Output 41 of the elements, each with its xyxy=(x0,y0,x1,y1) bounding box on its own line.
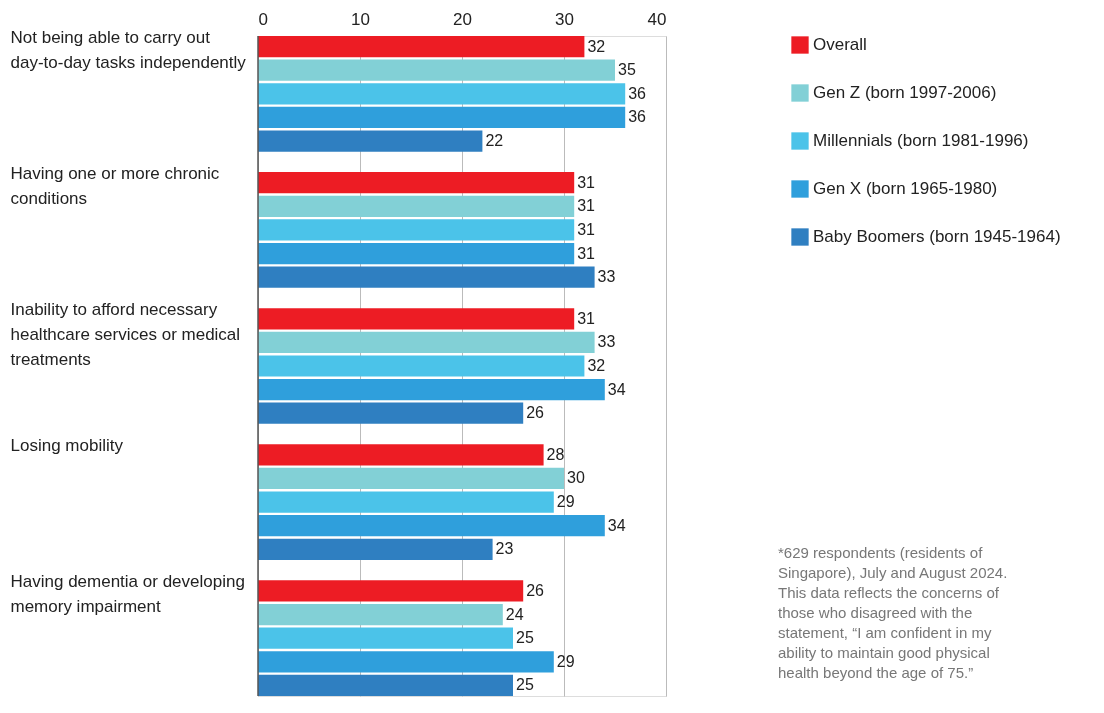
data-label: 26 xyxy=(526,404,545,422)
y-tick-label: Losing mobility xyxy=(10,436,124,456)
x-tick-label: 10 xyxy=(351,9,370,29)
legend-label: Gen Z (born 1997-2006) xyxy=(813,83,997,102)
data-label: 33 xyxy=(597,333,616,351)
data-label: 32 xyxy=(587,357,606,374)
data-label: 35 xyxy=(618,61,636,79)
data-label: 31 xyxy=(577,173,596,191)
data-label: 29 xyxy=(556,652,575,670)
y-tick-label: Having one or more chronic conditions xyxy=(10,163,220,208)
data-label: 31 xyxy=(577,220,596,238)
data-label: 31 xyxy=(577,197,596,215)
data-label: 31 xyxy=(577,244,596,262)
data-label: 34 xyxy=(607,380,626,398)
data-label: 25 xyxy=(516,676,534,694)
data-label: 31 xyxy=(577,309,596,327)
y-tick-label: Having dementia or developing memory impairment xyxy=(10,572,245,617)
legend-label: Millennials (born 1981-1996) xyxy=(813,131,1029,150)
data-label: 30 xyxy=(567,469,585,487)
data-label: 33 xyxy=(597,268,616,286)
data-label: 25 xyxy=(516,629,534,647)
text: *629 respondents (residents of Singapore), July and August 2024. This data reflects the concerns of those who disagreed with the statement, “I am confident in my ability to maintain good physical health beyond the age of 75.” xyxy=(778,544,1008,681)
y-tick-label: Inability to afford necessary healthcare services or medical treatments xyxy=(10,300,241,369)
x-tick-label: 30 xyxy=(555,9,574,29)
data-label: 23 xyxy=(495,540,514,558)
x-tick-label: 40 xyxy=(647,9,667,29)
x-tick-label: 0 xyxy=(258,9,268,29)
x-tick-label: 20 xyxy=(453,9,472,29)
y-tick-label: Not being able to carry out day-to-day tasks independently xyxy=(10,27,247,72)
data-label: 34 xyxy=(607,516,626,534)
data-label: 36 xyxy=(628,84,647,102)
data-label: 32 xyxy=(587,37,606,55)
legend-label: Overall xyxy=(813,35,867,54)
data-label: 26 xyxy=(526,581,545,599)
data-label: 28 xyxy=(546,445,565,463)
legend-label: Gen X (born 1965-1980) xyxy=(813,179,998,198)
legend-label: Baby Boomers (born 1945-1964) xyxy=(813,227,1061,246)
data-label: 22 xyxy=(485,132,504,150)
data-label: 29 xyxy=(556,493,575,511)
data-label: 24 xyxy=(505,605,524,623)
data-label: 36 xyxy=(628,108,647,126)
